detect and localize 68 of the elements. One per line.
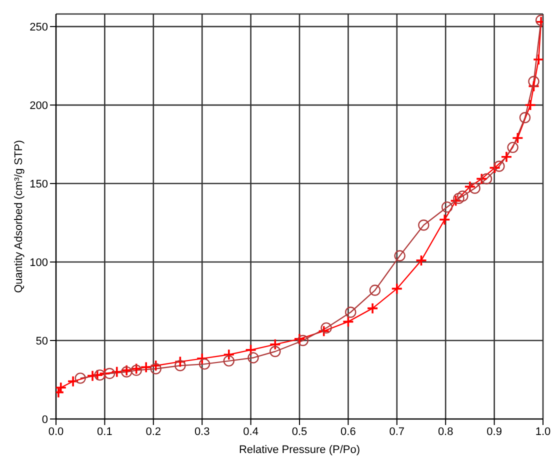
point bbox=[519, 112, 531, 124]
x-tick-label: 0.5 bbox=[292, 426, 308, 438]
point bbox=[369, 284, 381, 296]
point bbox=[269, 338, 282, 350]
point bbox=[174, 356, 186, 368]
x-tick-label: 0.9 bbox=[486, 426, 502, 438]
point bbox=[222, 348, 235, 361]
y-tick-label: 200 bbox=[30, 100, 48, 112]
point bbox=[457, 190, 468, 202]
point bbox=[74, 372, 86, 384]
x-tick-label: 0.2 bbox=[146, 426, 162, 438]
point bbox=[450, 194, 462, 207]
point bbox=[94, 369, 106, 381]
point bbox=[500, 150, 512, 163]
point bbox=[415, 254, 428, 266]
point bbox=[488, 162, 501, 174]
point bbox=[391, 282, 403, 295]
point bbox=[528, 80, 540, 92]
point bbox=[198, 358, 210, 370]
point bbox=[438, 214, 451, 226]
x-tick-label: 0.8 bbox=[438, 426, 454, 438]
x-tick-label: 0.1 bbox=[97, 426, 112, 438]
point bbox=[528, 76, 540, 88]
point bbox=[394, 250, 406, 262]
point bbox=[248, 352, 259, 364]
y-tick-label: 150 bbox=[30, 178, 48, 190]
point bbox=[512, 132, 524, 144]
point bbox=[366, 302, 378, 314]
point bbox=[98, 368, 111, 380]
point bbox=[453, 192, 464, 204]
point bbox=[342, 316, 354, 328]
point bbox=[476, 172, 488, 185]
point bbox=[270, 346, 281, 358]
x-tick-label: 0.4 bbox=[243, 426, 258, 438]
point bbox=[150, 363, 162, 374]
x-axis-title: Relative Pressure (P/Po) bbox=[238, 444, 360, 456]
x-tick-label: 0.6 bbox=[340, 426, 356, 438]
y-tick-label: 250 bbox=[30, 21, 48, 34]
point bbox=[418, 220, 430, 231]
point bbox=[223, 355, 234, 367]
point bbox=[524, 99, 536, 111]
point bbox=[150, 360, 162, 372]
point bbox=[294, 333, 306, 345]
x-tick-label: 0.3 bbox=[194, 426, 210, 438]
y-tick-label: 0 bbox=[42, 414, 48, 426]
point bbox=[140, 361, 152, 374]
point bbox=[494, 160, 505, 172]
x-tick-label: 1.0 bbox=[535, 426, 551, 438]
point bbox=[320, 322, 332, 334]
point bbox=[196, 352, 208, 364]
point bbox=[104, 368, 116, 380]
y-axis-title: Quantity Adsorbed (cm³/g STP) bbox=[12, 140, 25, 293]
x-tick-label: 0.0 bbox=[48, 426, 64, 438]
point bbox=[318, 325, 330, 337]
point bbox=[480, 173, 492, 184]
point bbox=[469, 182, 480, 194]
point bbox=[110, 366, 123, 378]
y-tick-label: 50 bbox=[36, 335, 48, 348]
y-tick-label: 100 bbox=[30, 256, 48, 269]
point bbox=[244, 344, 257, 356]
point bbox=[297, 334, 309, 346]
point bbox=[174, 360, 186, 372]
point bbox=[67, 375, 79, 388]
point bbox=[345, 306, 356, 318]
x-tick-label: 0.7 bbox=[389, 426, 405, 438]
point bbox=[464, 180, 476, 193]
point bbox=[507, 142, 518, 154]
point bbox=[441, 201, 453, 213]
